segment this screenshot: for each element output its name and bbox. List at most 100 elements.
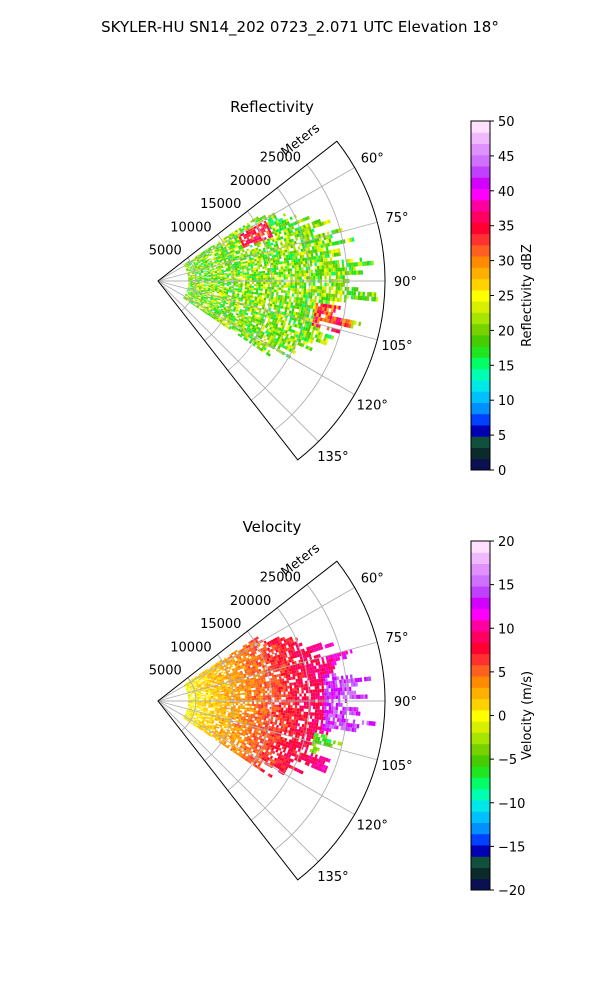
echo-cell (353, 291, 356, 296)
echo-cell (241, 317, 245, 321)
echo-cell (290, 276, 293, 280)
echo-cell (255, 691, 259, 694)
echo-cell (272, 325, 276, 329)
echo-cell (221, 299, 225, 302)
echo-cell (251, 697, 255, 701)
echo-cell (190, 277, 193, 279)
echo-cell (285, 306, 288, 310)
echo-cell (305, 288, 309, 293)
echo-cell (280, 266, 284, 270)
echo-cell (249, 705, 252, 708)
echo-cell (242, 245, 246, 249)
echo-cell (200, 297, 204, 300)
echo-cell (283, 276, 286, 280)
echo-cell (323, 310, 327, 315)
echo-cell (240, 278, 243, 281)
echo-cell (305, 230, 309, 235)
echo-cell (273, 314, 277, 318)
echo-cell (188, 292, 191, 295)
echo-cell (327, 717, 331, 721)
echo-cell (202, 266, 205, 269)
echo-cell (273, 214, 277, 219)
echo-cell (246, 692, 250, 695)
echo-cell (273, 334, 277, 338)
echo-cell (253, 300, 257, 303)
echo-cell (238, 306, 242, 309)
echo-cell (278, 224, 282, 229)
echo-cell (203, 256, 206, 259)
echo-cell (292, 273, 295, 277)
echo-cell (260, 318, 264, 322)
echo-cell (294, 267, 297, 271)
echo-cell (317, 289, 320, 293)
echo-cell (264, 708, 268, 712)
echo-cell (292, 688, 295, 692)
echo-cell (242, 701, 246, 704)
echo-cell (301, 291, 304, 295)
echo-cell (224, 698, 227, 701)
colorbar-band (471, 458, 490, 471)
echo-cell (285, 218, 289, 223)
echo-cell (253, 259, 257, 262)
echo-cell (309, 295, 313, 299)
echo-cell (344, 271, 348, 276)
echo-cell (253, 302, 257, 306)
echo-cell (256, 249, 260, 253)
echo-cell (206, 702, 209, 704)
echo-cell (222, 294, 226, 297)
echo-cell (326, 231, 330, 236)
echo-cell (202, 260, 205, 263)
echo-cell (274, 299, 278, 303)
echo-cell (312, 319, 316, 323)
echo-cell (330, 713, 334, 718)
echo-cell (204, 673, 207, 676)
echo-cell (272, 340, 276, 344)
echo-cell (369, 292, 372, 297)
echo-cell (233, 281, 236, 284)
echo-cell (284, 295, 288, 299)
echo-cell (281, 287, 284, 291)
echo-cell (199, 260, 203, 263)
echo-cell (229, 663, 233, 667)
echo-cell (308, 243, 312, 248)
echo-cell (327, 315, 331, 320)
echo-cell (239, 288, 243, 291)
echo-cell (200, 677, 204, 680)
echo-cell (240, 693, 243, 695)
echo-cell (199, 674, 202, 677)
echo-cell (307, 346, 311, 351)
echo-cell (272, 282, 275, 285)
echo-cell (284, 715, 288, 719)
echo-cell (256, 284, 259, 287)
echo-cell (301, 687, 304, 691)
echo-cell (339, 718, 342, 723)
echo-cell (184, 265, 187, 268)
echo-cell (231, 273, 234, 276)
echo-cell (238, 661, 242, 664)
echo-cell (353, 295, 356, 300)
echo-cell (250, 655, 254, 659)
echo-cell (188, 277, 191, 279)
echo-cell (190, 269, 194, 271)
echo-cell (185, 268, 189, 270)
radial-tick-label: 20000 (230, 174, 271, 189)
echo-cell (225, 291, 229, 294)
echo-cell (221, 254, 225, 257)
echo-cell (219, 289, 222, 292)
echo-cell (197, 680, 200, 682)
echo-cell (208, 272, 211, 275)
echo-cell (247, 659, 251, 662)
echo-cell (258, 680, 262, 683)
echo-cell (255, 288, 259, 291)
azimuth-spoke (157, 221, 378, 282)
echo-cell (276, 694, 280, 698)
echo-cell (266, 331, 271, 335)
echo-cell (290, 304, 293, 309)
echo-cell (263, 261, 267, 265)
echo-cell (235, 690, 238, 693)
echo-cell (326, 253, 330, 258)
echo-cell (293, 296, 297, 300)
echo-cell (221, 305, 225, 308)
echo-cell (251, 227, 255, 231)
echo-cell (258, 691, 261, 694)
